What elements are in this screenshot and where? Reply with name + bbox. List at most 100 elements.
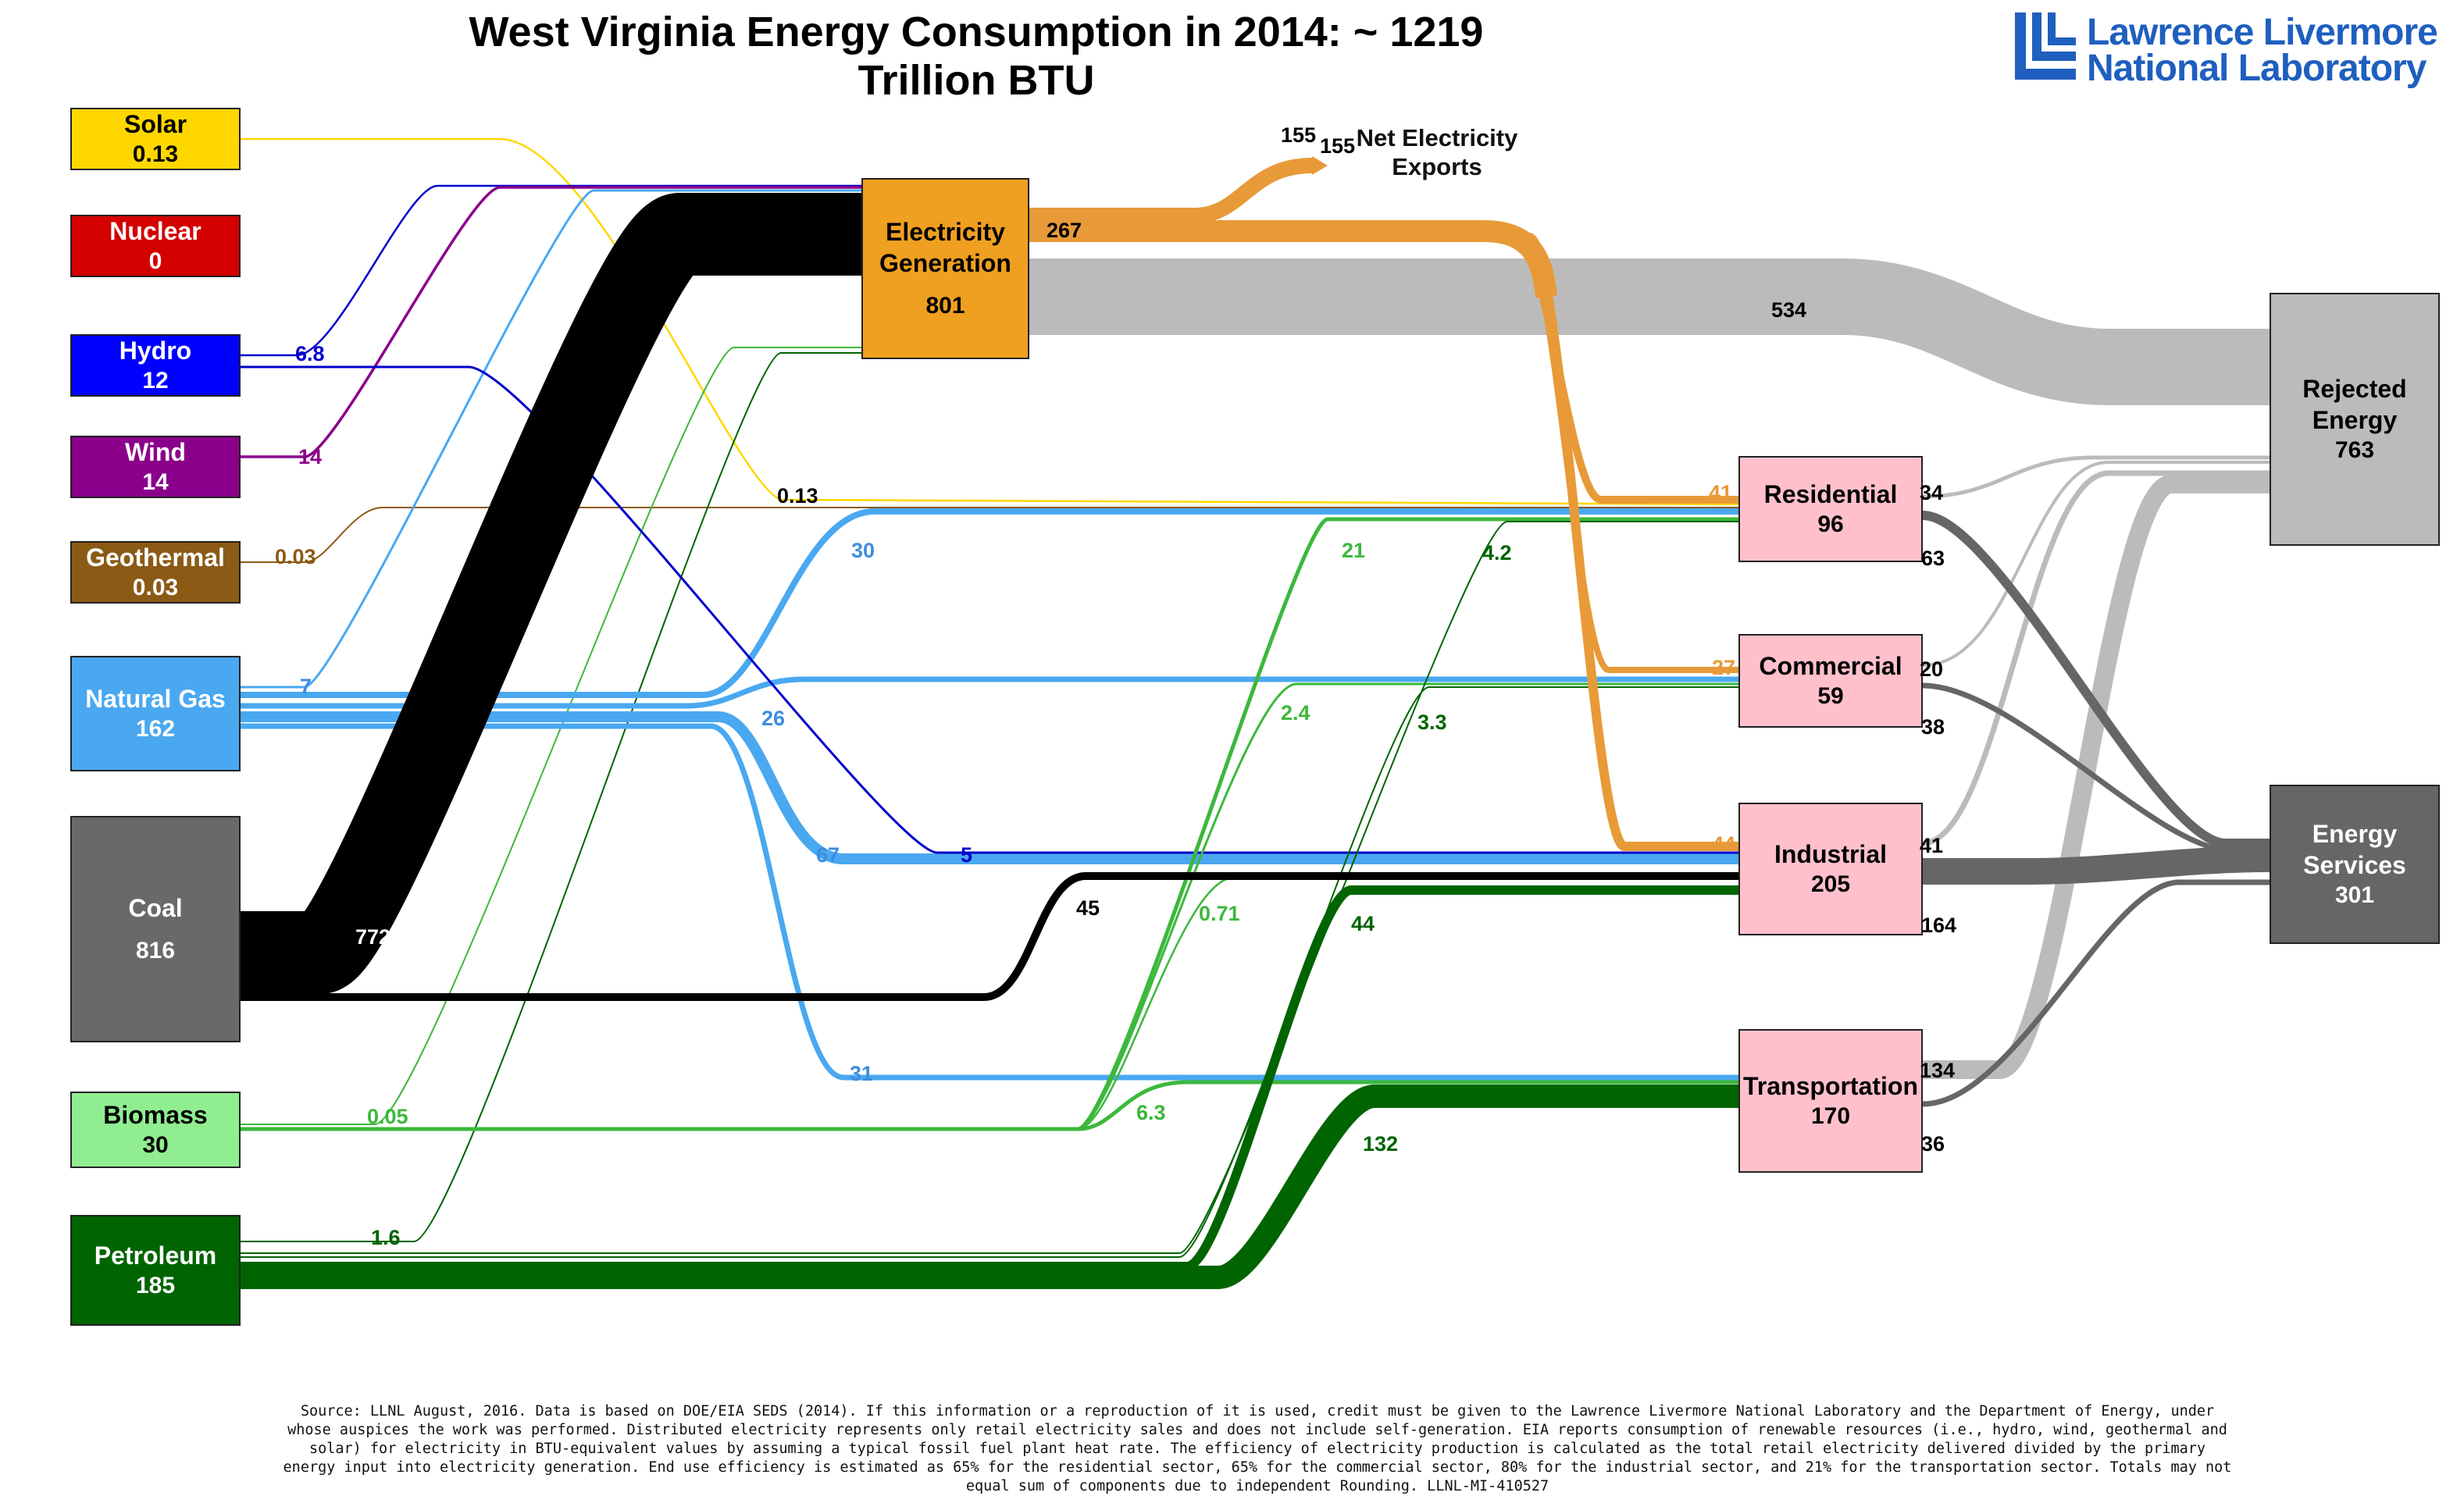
node-label: Industrial (1774, 840, 1887, 869)
flow-label-coal-elec: 772 (355, 925, 391, 949)
flow-label-pet-elec: 1.6 (371, 1226, 401, 1249)
node-label: Transportation (1742, 1072, 1918, 1101)
flow-trans-svc (1922, 879, 2270, 1107)
node-value: 0.13 (132, 141, 179, 168)
node-label: Nuclear (109, 217, 201, 246)
flow-label-wind-elec: 14 (298, 445, 323, 468)
node-label: Rejected Energy (2302, 375, 2407, 435)
flow-label-bio-com: 2.4 (1281, 701, 1310, 725)
flow-label-geo-res: 0.03 (275, 545, 316, 568)
node-natural-gas: Natural Gas 162 (70, 656, 241, 771)
flow-label-hydro-elec: 6.8 (295, 342, 325, 365)
flow-label-pet-com: 3.3 (1417, 711, 1447, 734)
flow-ind-svc (1923, 846, 2270, 885)
flow-hydro-elec (241, 184, 861, 357)
node-value: 170 (1810, 1103, 1851, 1130)
flow-label-pet-res: 4.2 (1482, 541, 1512, 565)
flow-elec-rej (1029, 258, 2270, 405)
flow-label-gas-com: 26 (761, 707, 786, 730)
node-value: 801 (925, 293, 965, 319)
node-label: Petroleum (94, 1241, 217, 1270)
flow-label-coal-ind: 45 (1076, 896, 1100, 920)
flow-gas-res (241, 508, 1738, 698)
node-value: 30 (142, 1132, 169, 1159)
flow-label-pet-trans: 132 (1363, 1132, 1399, 1156)
flow-label-pet-ind: 44 (1351, 912, 1375, 935)
flow-gas-trans (241, 723, 1738, 1081)
flow-label-bio-res: 21 (1342, 539, 1366, 562)
node-petroleum: Petroleum 185 (70, 1215, 241, 1326)
flow-pet-com (241, 686, 1738, 1258)
node-label: Hydro (119, 337, 192, 365)
node-label: Residential (1763, 480, 1898, 509)
flow-label-com-rej: 20 (1920, 657, 1944, 681)
flow-gas-elec (241, 189, 861, 689)
flow-label-res-rej: 34 (1920, 481, 1944, 504)
flow-bio-ind (241, 876, 1738, 1131)
llnl-logo-icon (2015, 12, 2076, 80)
flow-bio-elec (241, 347, 861, 1125)
node-residential: Residential 96 (1738, 456, 1923, 562)
flow-bio-res (241, 517, 1738, 1131)
flow-label-elec-ind: 44 (1712, 832, 1736, 856)
flow-ind-rej (1922, 470, 2270, 846)
flow-pet-elec (241, 352, 861, 1242)
flow-wind-elec (241, 186, 861, 458)
logo-text-line2: National Laboratory (2087, 48, 2427, 89)
flow-gas-ind (241, 711, 1738, 864)
flow-label-com-svc: 38 (1921, 715, 1945, 739)
flow-label-ind-rej: 41 (1920, 834, 1944, 857)
flow-pet-trans (241, 1085, 1738, 1289)
node-label: Solar (123, 110, 187, 139)
node-rejected: Rejected Energy 763 (2270, 293, 2440, 546)
node-value: 763 (2334, 437, 2375, 464)
source-footnote: Source: LLNL August, 2016. Data is based… (283, 1403, 2232, 1494)
flow-coal-ind (241, 872, 1738, 1001)
net-exports-label: Net Electricity Exports (1356, 124, 1518, 181)
node-value: 205 (1810, 871, 1851, 898)
node-value: 0 (148, 248, 162, 275)
flow-label-trans-svc: 36 (1921, 1132, 1945, 1156)
node-value: 301 (2334, 882, 2375, 909)
node-label: Electricity Generation (879, 218, 1011, 278)
flow-coal-elec (241, 193, 861, 994)
node-geothermal: Geothermal 0.03 (70, 541, 241, 604)
node-label: Geothermal (86, 543, 225, 572)
flow-pet-res (241, 521, 1738, 1254)
logo-text-line1: Lawrence Livermore (2087, 12, 2438, 53)
flow-label-elec-com: 27 (1712, 656, 1736, 679)
flow-pet-ind (241, 885, 1738, 1271)
node-label: Coal (128, 894, 183, 923)
flow-res-rej (1922, 455, 2270, 499)
flow-label-elec-rej: 534 (1771, 298, 1807, 322)
node-value: 162 (135, 716, 176, 743)
node-hydro: Hydro 12 (70, 334, 241, 397)
node-services: Energy Services 301 (2270, 785, 2440, 944)
flow-label-trans-rej: 134 (1920, 1059, 1956, 1082)
node-value: 14 (142, 469, 169, 496)
flow-label-bio-ind: 0.71 (1199, 902, 1240, 925)
node-value: 0.03 (132, 575, 179, 601)
flow-label-elec-res: 41 (1709, 481, 1733, 504)
chart-title: West Virginia Energy Consumption in 2014… (469, 9, 1484, 104)
node-solar: Solar 0.13 (70, 108, 241, 170)
node-coal: Coal 816 (70, 816, 241, 1042)
node-value: 12 (142, 368, 169, 394)
node-value: 185 (135, 1273, 176, 1299)
flow-label-gas-elec: 7 (300, 675, 312, 698)
node-biomass: Biomass 30 (70, 1092, 241, 1168)
node-transportation: Transportation 170 (1738, 1029, 1923, 1173)
node-wind: Wind 14 (70, 436, 241, 498)
flow-label-solar-res: 0.13 (777, 484, 818, 508)
node-label: Energy Services (2303, 820, 2406, 880)
node-nuclear: Nuclear 0 (70, 215, 241, 277)
node-industrial: Industrial 205 (1738, 803, 1923, 935)
flow-res-svc (1922, 511, 2270, 848)
node-value: 816 (135, 938, 176, 964)
node-value: 59 (1817, 683, 1844, 710)
flow-com-rej (1922, 461, 2270, 667)
node-commercial: Commercial 59 (1738, 634, 1923, 728)
flow-elec-exports (1029, 158, 1313, 223)
